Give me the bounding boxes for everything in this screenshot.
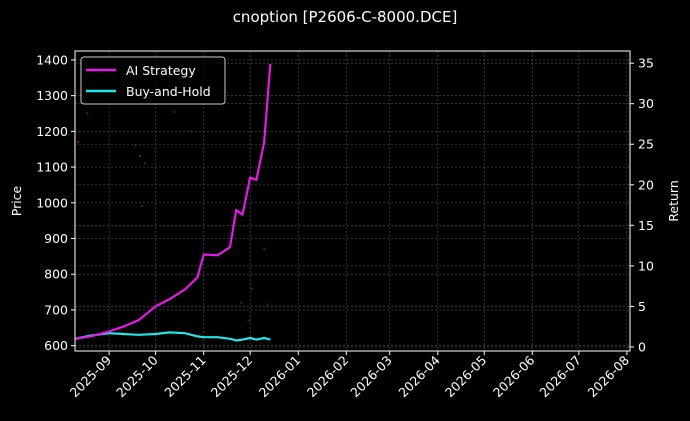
price-dot — [239, 301, 243, 304]
x-tick-label: 2025-11 — [161, 353, 209, 401]
x-tick-label: 2026-07 — [536, 353, 584, 401]
price-dot — [143, 162, 146, 165]
x-tick-label: 2026-03 — [347, 353, 395, 401]
right-tick-label: 25 — [638, 137, 654, 152]
legend-label-buy-and-hold: Buy-and-Hold — [126, 84, 211, 99]
series-lines — [74, 63, 272, 342]
x-tick-label: 2025-12 — [208, 353, 256, 401]
left-tick-label: 1000 — [36, 195, 68, 210]
x-tick-label: 2026-05 — [442, 353, 490, 401]
price-dot — [111, 130, 114, 133]
left-tick-label: 1400 — [36, 52, 68, 67]
price-dot — [134, 144, 137, 147]
right-tick-label: 20 — [638, 177, 654, 192]
right-tick-label: 15 — [638, 218, 654, 233]
x-tick-label: 2026-06 — [490, 352, 538, 400]
legend-box — [80, 56, 226, 105]
left-tick-label: 900 — [44, 231, 68, 246]
price-dot — [140, 205, 143, 208]
left-tick-label: 600 — [44, 338, 68, 353]
right-axis-label: Return — [666, 180, 681, 221]
right-tick-label: 30 — [638, 96, 654, 111]
price-dot — [173, 110, 176, 113]
price-dot — [76, 140, 80, 144]
left-tick-label: 1200 — [36, 124, 68, 139]
x-tick-label: 2026-01 — [256, 353, 304, 401]
buy-and-hold-line — [74, 331, 271, 342]
left-tick-label: 800 — [44, 267, 68, 282]
right-y-axis: 0 5 10 15 20 25 30 35 — [630, 56, 654, 354]
x-tick-label: 2026-08 — [584, 352, 632, 400]
x-tick-label: 2026-04 — [395, 352, 443, 400]
ai-strategy-line — [74, 63, 272, 340]
legend: AI Strategy Buy-and-Hold — [80, 56, 226, 105]
left-tick-label: 1300 — [36, 88, 68, 103]
plot-frame — [74, 50, 631, 352]
right-tick-label: 0 — [638, 339, 646, 354]
right-tick-label: 35 — [638, 56, 654, 71]
right-tick-label: 5 — [638, 299, 646, 314]
left-tick-label: 700 — [44, 302, 68, 317]
price-dot — [247, 319, 250, 322]
price-scatter — [76, 110, 269, 322]
x-tick-label: 2026-02 — [304, 353, 352, 401]
price-dot — [250, 287, 253, 290]
x-tick-label: 2025-09 — [67, 352, 115, 400]
price-dot — [138, 155, 142, 158]
right-tick-label: 10 — [638, 258, 654, 273]
price-dot — [190, 130, 193, 133]
left-y-axis: 600 700 800 900 1000 1100 1200 1300 1400 — [36, 52, 75, 353]
left-tick-label: 1100 — [36, 160, 68, 175]
price-dot — [86, 112, 89, 115]
price-dot — [266, 303, 269, 306]
chart-title: cnoption [P2606-C-8000.DCE] — [232, 8, 458, 26]
legend-label-ai-strategy: AI Strategy — [126, 63, 196, 78]
x-tick-label: 2025-10 — [113, 352, 161, 400]
left-axis-label: Price — [9, 185, 24, 216]
price-dot — [262, 248, 266, 251]
